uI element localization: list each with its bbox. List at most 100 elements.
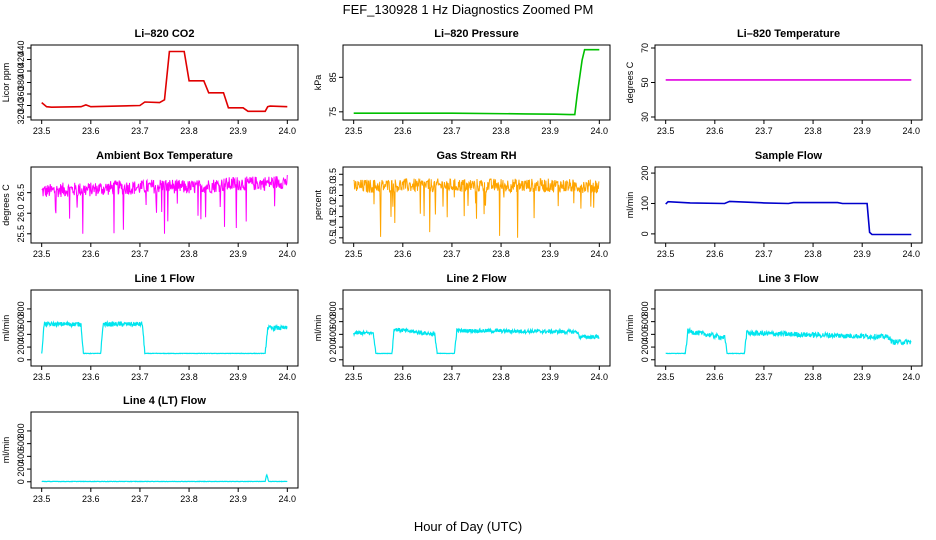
x-tick-label: 24.0	[591, 372, 609, 382]
x-tick-label: 23.8	[804, 126, 822, 136]
y-tick-label: 200	[328, 340, 338, 355]
data-series	[353, 48, 600, 116]
panel-title: Ambient Box Temperature	[96, 150, 233, 162]
panel-1: Li–820 Pressure kPa 23.5 23.6 23.7 23.8 23.9 24…	[313, 28, 611, 136]
x-tick-label: 23.8	[180, 494, 198, 504]
x-tick-label: 23.7	[755, 126, 773, 136]
data-series	[353, 178, 600, 238]
y-tick-label: 420	[16, 52, 26, 67]
y-tick-label: 600	[16, 436, 26, 451]
x-tick-label: 24.0	[279, 494, 297, 504]
series-trace	[665, 326, 912, 355]
x-tick-label: 23.8	[180, 372, 198, 382]
x-tick-label: 24.0	[591, 126, 609, 136]
x-tick-label: 23.6	[706, 249, 724, 259]
data-series	[665, 326, 912, 355]
y-tick-label: 800	[640, 301, 650, 316]
panel-title: Li–820 Temperature	[737, 28, 840, 40]
x-axis-title: Hour of Day (UTC)	[414, 519, 522, 534]
y-tick-label: 200	[640, 166, 650, 181]
plot-frame	[342, 166, 611, 244]
y-tick-label: 70	[640, 43, 650, 53]
y-tick-label: 3.5	[328, 168, 338, 181]
x-tick-label: 23.5	[33, 372, 51, 382]
x-tick-label: 23.5	[345, 126, 363, 136]
panel-grid: Li–820 CO2 Licor ppm 23.5 23.6 23.7 23.8 23.9 2…	[1, 28, 923, 504]
x-tick-label: 23.7	[755, 372, 773, 382]
x-tick-label: 23.5	[657, 249, 675, 259]
y-tick-label: 0	[16, 479, 26, 484]
panel-6: Line 1 Flow ml/min 23.5 23.6 23.7 23.8 23.9 24.…	[1, 273, 299, 382]
x-tick-label: 23.9	[541, 126, 559, 136]
panel-0: Li–820 CO2 Licor ppm 23.5 23.6 23.7 23.8 23.9 2…	[1, 28, 299, 136]
y-tick-label: 1.5	[328, 210, 338, 223]
series-trace	[353, 178, 600, 238]
y-axis-label: ml/min	[625, 192, 635, 219]
plot-frame	[342, 289, 611, 367]
y-tick-label: 440	[16, 40, 26, 55]
x-tick-label: 23.9	[853, 126, 871, 136]
panel-4: Gas Stream RH percent 23.5 23.6 23.7 23.8 23.9…	[313, 150, 611, 259]
panel-title: Line 4 (LT) Flow	[123, 395, 206, 407]
panel-8: Line 3 Flow ml/min 23.5 23.6 23.7 23.8 23.9 24.…	[625, 273, 923, 382]
y-tick-label: 30	[640, 112, 650, 122]
y-tick-label: 75	[328, 107, 338, 117]
y-tick-label: 50	[640, 77, 650, 87]
plot-frame	[342, 44, 611, 121]
x-tick-label: 23.8	[804, 249, 822, 259]
x-tick-label: 23.7	[131, 494, 149, 504]
y-axis-label: kPa	[313, 75, 323, 91]
x-tick-label: 23.8	[492, 249, 510, 259]
y-tick-label: 0	[640, 231, 650, 236]
y-axis-label: percent	[313, 189, 323, 220]
series-trace	[353, 48, 600, 116]
panel-3: Ambient Box Temperature degrees C 23.5 23.6…	[1, 150, 299, 259]
y-axis-label: ml/min	[313, 315, 323, 342]
y-axis-label: ml/min	[625, 315, 635, 342]
panel-title: Sample Flow	[755, 150, 823, 162]
series-trace	[665, 200, 912, 236]
x-tick-label: 23.8	[492, 126, 510, 136]
plot-frame	[30, 166, 299, 244]
panel-title: Line 1 Flow	[135, 273, 195, 285]
x-tick-label: 24.0	[903, 126, 921, 136]
x-tick-label: 23.5	[657, 126, 675, 136]
plot-frame	[654, 44, 923, 121]
y-tick-label: 380	[16, 75, 26, 90]
y-tick-label: 0	[640, 357, 650, 362]
series-trace	[41, 174, 288, 234]
x-tick-label: 23.7	[443, 249, 461, 259]
x-tick-label: 23.7	[131, 126, 149, 136]
x-tick-label: 23.5	[33, 249, 51, 259]
y-axis-label: degrees C	[625, 61, 635, 103]
y-tick-label: 320	[16, 109, 26, 124]
x-tick-label: 23.5	[345, 249, 363, 259]
panel-title: Line 2 Flow	[447, 273, 507, 285]
y-tick-label: 400	[328, 327, 338, 342]
x-tick-label: 23.9	[229, 249, 247, 259]
x-tick-label: 23.8	[180, 249, 198, 259]
data-series	[41, 50, 288, 113]
data-series	[665, 200, 912, 236]
x-tick-label: 24.0	[591, 249, 609, 259]
y-axis-label: degrees C	[1, 184, 11, 226]
y-tick-label: 600	[328, 314, 338, 329]
data-series	[353, 327, 600, 355]
x-tick-label: 23.8	[180, 126, 198, 136]
y-tick-label: 1.0	[328, 221, 338, 234]
y-tick-label: 0	[16, 357, 26, 362]
y-tick-label: 26.0	[16, 204, 26, 222]
y-tick-label: 0.5	[328, 232, 338, 245]
plot-frame	[30, 289, 299, 367]
plot-frame	[30, 44, 299, 121]
x-tick-label: 23.6	[82, 126, 100, 136]
x-tick-label: 23.6	[82, 372, 100, 382]
x-tick-label: 23.9	[229, 372, 247, 382]
x-tick-label: 23.5	[657, 372, 675, 382]
y-tick-label: 200	[16, 340, 26, 355]
x-tick-label: 23.6	[82, 494, 100, 504]
y-tick-label: 600	[640, 314, 650, 329]
plot-frame	[30, 411, 299, 489]
y-tick-label: 340	[16, 98, 26, 113]
x-tick-label: 23.7	[131, 372, 149, 382]
